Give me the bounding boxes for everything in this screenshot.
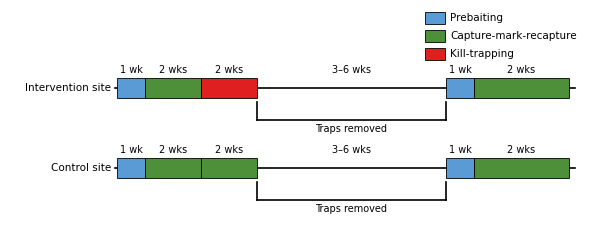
Bar [145, 158, 201, 178]
Text: Capture-mark-recapture: Capture-mark-recapture [450, 31, 577, 41]
Text: Control site: Control site [51, 163, 111, 173]
Bar [117, 158, 145, 178]
Bar [117, 78, 145, 98]
Bar [425, 12, 445, 24]
Bar [425, 48, 445, 60]
Text: Traps removed: Traps removed [316, 124, 388, 134]
Text: 2 wks: 2 wks [159, 145, 187, 155]
Text: 2 wks: 2 wks [507, 65, 535, 75]
Text: Intervention site: Intervention site [25, 83, 111, 93]
Bar [474, 78, 569, 98]
Text: 1 wk: 1 wk [119, 145, 142, 155]
Text: 1 wk: 1 wk [449, 65, 472, 75]
Bar [425, 30, 445, 42]
Bar [145, 78, 201, 98]
Bar [446, 78, 474, 98]
Text: 1 wk: 1 wk [449, 145, 472, 155]
Bar [201, 158, 257, 178]
Text: 3–6 wks: 3–6 wks [331, 65, 371, 75]
Text: Traps removed: Traps removed [316, 204, 388, 214]
Text: 2 wks: 2 wks [159, 65, 187, 75]
Text: Kill-trapping: Kill-trapping [450, 49, 514, 59]
Text: Prebaiting: Prebaiting [450, 13, 503, 23]
Bar [446, 158, 474, 178]
Bar [474, 158, 569, 178]
Bar [201, 78, 257, 98]
Text: 2 wks: 2 wks [215, 65, 243, 75]
Text: 2 wks: 2 wks [215, 145, 243, 155]
Text: 2 wks: 2 wks [507, 145, 535, 155]
Text: 3–6 wks: 3–6 wks [331, 145, 371, 155]
Text: 1 wk: 1 wk [119, 65, 142, 75]
